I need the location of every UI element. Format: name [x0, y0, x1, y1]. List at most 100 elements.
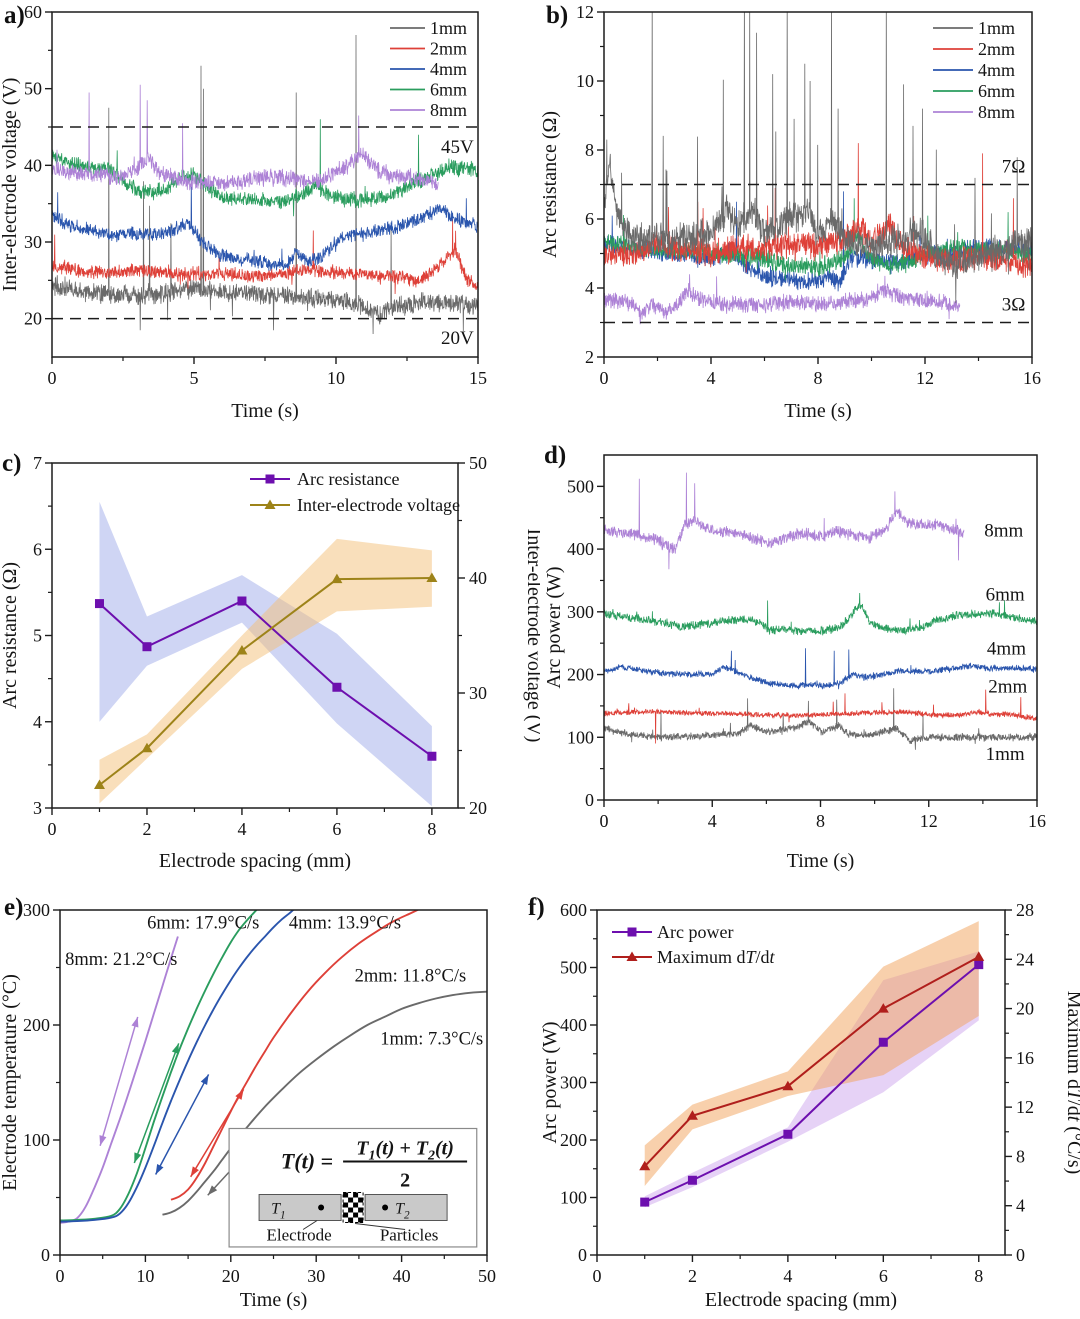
band-triangle: [99, 538, 432, 804]
panel-d-chart: 0 4 8 12 16 0 100 200 300 400 500 Time (s) Arc power…: [543, 454, 1046, 872]
svg-text:28: 28: [1016, 900, 1034, 920]
panel-b-letter: b): [546, 2, 569, 29]
plot-area: [93, 501, 438, 807]
y-axis-title: Arc resistance (Ω): [540, 111, 561, 258]
svg-text:T1: T1: [271, 1201, 286, 1222]
legend-label: Arc resistance: [297, 469, 399, 489]
marker-square: [142, 642, 152, 652]
svg-text:200: 200: [560, 1130, 587, 1150]
svg-text:0: 0: [48, 368, 57, 388]
svg-text:T1(t) + T2(t): T1(t) + T2(t): [356, 1138, 454, 1164]
legend-label: 6mm: [978, 81, 1015, 101]
legend-label: Arc power: [657, 922, 733, 942]
svg-text:0: 0: [578, 1245, 587, 1265]
marker-square: [332, 682, 342, 692]
rate-annotation: 6mm: 17.9°C/s: [147, 913, 259, 933]
marker-triangle: [782, 1080, 794, 1091]
slope-arrow: [133, 1043, 180, 1164]
svg-text:40: 40: [393, 1266, 411, 1286]
curve-2mm: [170, 910, 420, 1201]
marker-square: [640, 1197, 650, 1207]
svg-text:100: 100: [560, 1188, 587, 1208]
rate-annotation: 1mm: 7.3°C/s: [380, 1030, 483, 1050]
svg-text:50: 50: [469, 453, 487, 473]
axes: 0 2 4 6 8 3 4 5 6 7 20 30 40 50 Inter-electrode voltag…: [0, 453, 540, 872]
y-axis-title: Arc resistance (Ω): [0, 562, 21, 709]
series-8mm: [604, 274, 961, 325]
axes: 0 5 10 15 20 30 40 50 60 Time (s) Inter-electrode …: [0, 2, 487, 422]
series-4mm: [604, 648, 1037, 690]
ref-line-label: 3Ω: [1002, 294, 1026, 315]
series-6mm: [52, 119, 478, 217]
marker-square: [627, 927, 637, 937]
svg-text:20: 20: [222, 1266, 240, 1286]
series-2mm: [52, 218, 478, 295]
svg-text:8: 8: [974, 1266, 983, 1286]
svg-text:400: 400: [560, 1015, 587, 1035]
svg-text:600: 600: [560, 900, 587, 920]
series-6mm: [604, 592, 1037, 636]
svg-text:6: 6: [585, 209, 594, 229]
series-inline-label: 6mm: [986, 585, 1025, 606]
svg-text:200: 200: [23, 1015, 50, 1035]
panel-a-chart: 45V 20V 0 5 10 15 20 30 40 50 60 Time (s) Inter-elec…: [0, 2, 487, 422]
x-axis-title: Time (s): [231, 400, 299, 422]
svg-text:12: 12: [1016, 1097, 1034, 1117]
svg-text:12: 12: [916, 368, 934, 388]
panel-a: a) 45V 20V 0 5 10 15 20 30 40 50 60 Time (s) Inter-e…: [0, 0, 540, 430]
inset-formula-box: T(t) = T1(t) + T2(t) 2 T1 T2 Electrode Particl…: [228, 1127, 478, 1248]
marker-square: [878, 1037, 888, 1047]
ref-line-label: 20V: [441, 328, 474, 349]
y-axis-title: Inter-electrode voltage (V): [0, 78, 21, 292]
axes: 0 10 20 30 40 50 0 100 200 300 Time (s) Electrode t…: [0, 900, 496, 1311]
marker-triangle: [236, 644, 248, 655]
panel-f-letter: f): [528, 894, 545, 921]
marker-triangle: [973, 951, 985, 961]
svg-text:5: 5: [190, 368, 199, 388]
svg-text:500: 500: [560, 958, 587, 978]
marker-square: [237, 596, 247, 606]
svg-text:300: 300: [560, 1073, 587, 1093]
rate-annotation: 2mm: 11.8°C/s: [355, 966, 467, 986]
svg-text:20: 20: [1016, 999, 1034, 1019]
svg-text:16: 16: [1016, 1048, 1034, 1068]
svg-text:30: 30: [469, 683, 487, 703]
svg-text:12: 12: [920, 811, 938, 831]
ref-line-label: 7Ω: [1002, 156, 1026, 177]
svg-text:200: 200: [567, 665, 594, 685]
band-square: [99, 501, 432, 807]
svg-text:8: 8: [427, 819, 436, 839]
svg-text:10: 10: [327, 368, 345, 388]
svg-text:Electrode: Electrode: [267, 1226, 332, 1245]
marker-triangle: [639, 1160, 651, 1171]
svg-text:40: 40: [24, 155, 42, 175]
svg-text:Particles: Particles: [380, 1226, 439, 1245]
marker-triangle: [426, 572, 438, 582]
svg-text:0: 0: [600, 811, 609, 831]
marker-square: [265, 474, 275, 484]
svg-text:4: 4: [237, 819, 246, 839]
legend: Arc power Maximum dT/dt: [612, 922, 776, 967]
y-axis-title: Arc power (W): [540, 1021, 561, 1143]
svg-text:4: 4: [707, 368, 716, 388]
x-axis-title: Time (s): [240, 1289, 308, 1311]
svg-text:5: 5: [33, 626, 42, 646]
series-1mm: [52, 34, 478, 335]
series-inline-label: 1mm: [986, 744, 1025, 765]
svg-text:8: 8: [1016, 1146, 1025, 1166]
x-axis-title: Time (s): [787, 850, 855, 872]
ref-line-label: 45V: [441, 137, 474, 158]
svg-text:0: 0: [56, 1266, 65, 1286]
curve-8mm: [60, 936, 179, 1224]
panel-d-letter: d): [544, 442, 567, 469]
svg-text:0: 0: [585, 790, 594, 810]
svg-text:8: 8: [814, 368, 823, 388]
svg-text:4: 4: [33, 712, 42, 732]
y-axis-title: Electrode temperature (°C): [0, 974, 21, 1191]
axes: 0 4 8 12 16 0 100 200 300 400 500 Time (s) Arc power…: [543, 454, 1046, 872]
svg-text:0: 0: [593, 1266, 602, 1286]
svg-text:40: 40: [469, 568, 487, 588]
svg-text:400: 400: [567, 539, 594, 559]
legend-label: Inter-electrode voltage: [297, 495, 460, 515]
